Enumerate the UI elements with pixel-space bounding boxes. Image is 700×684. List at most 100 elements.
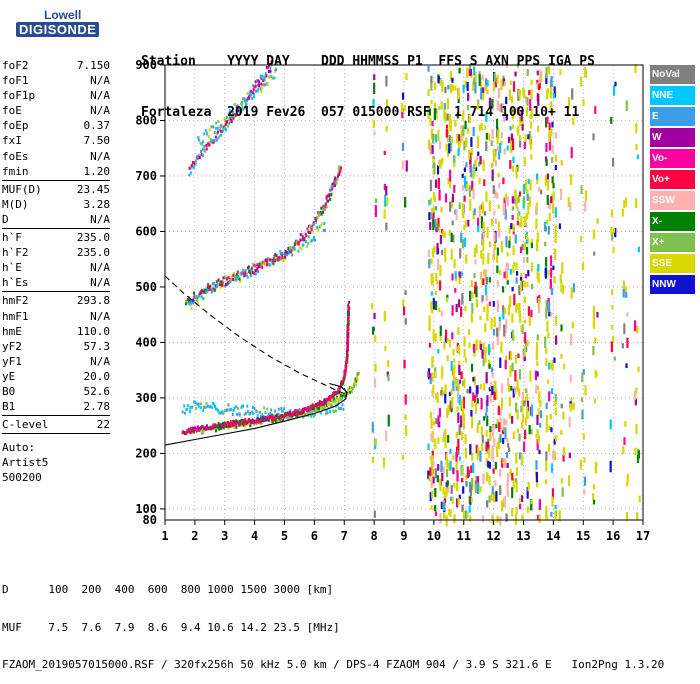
noise-mark: [445, 297, 448, 303]
param-name: C-level: [2, 418, 49, 432]
echo-point: [321, 400, 324, 404]
noise-mark: [441, 249, 444, 256]
echo-point: [354, 380, 357, 384]
echo-point: [253, 85, 256, 89]
noise-mark: [530, 262, 534, 272]
noise-mark: [461, 399, 464, 409]
echo-point: [272, 418, 275, 422]
noise-mark: [560, 281, 563, 293]
noise-mark: [464, 80, 467, 88]
noise-mark: [518, 452, 522, 460]
echo-point: [346, 337, 349, 341]
echo-point: [203, 426, 206, 430]
param-value: 235.0: [76, 246, 110, 260]
noise-mark: [545, 142, 548, 153]
echo-point: [297, 242, 300, 246]
echo-point: [308, 231, 311, 235]
noise-mark: [461, 184, 465, 191]
echo-point: [306, 412, 309, 416]
param-row: yF1 N/A: [2, 354, 110, 369]
echo-point: [234, 419, 237, 423]
noise-mark: [444, 193, 448, 203]
noise-mark: [613, 356, 616, 361]
echo-point: [214, 126, 217, 130]
noise-mark: [494, 480, 497, 487]
echo-point: [246, 422, 249, 426]
noise-mark: [570, 147, 573, 159]
noise-mark: [442, 391, 445, 396]
noise-mark: [637, 246, 640, 253]
noise-mark: [490, 382, 493, 390]
noise-mark: [495, 423, 498, 429]
noise-mark: [450, 360, 453, 372]
echo-point: [274, 69, 277, 73]
noise-mark: [610, 289, 614, 295]
noise-mark: [433, 102, 437, 113]
echo-point: [266, 407, 269, 411]
noise-mark: [548, 312, 551, 317]
noise-mark: [554, 132, 558, 139]
echo-point: [347, 304, 350, 308]
noise-mark: [516, 428, 520, 433]
noise-mark: [431, 490, 434, 499]
legend-item: X+: [650, 233, 695, 252]
echo-point: [223, 117, 226, 121]
echo-point: [276, 62, 279, 66]
noise-mark: [529, 179, 532, 191]
param-value: N/A: [90, 309, 110, 323]
noise-mark: [526, 486, 529, 499]
noise-mark: [485, 430, 488, 437]
echo-point: [277, 412, 280, 416]
noise-mark: [499, 469, 502, 478]
echo-point: [274, 419, 277, 423]
noise-mark: [454, 119, 457, 127]
noise-mark: [475, 298, 478, 308]
echo-point: [354, 383, 357, 387]
echo-point: [195, 428, 198, 432]
param-name: B1: [2, 400, 16, 414]
noise-mark: [560, 429, 563, 435]
echo-point: [330, 192, 333, 196]
echo-point: [340, 380, 343, 384]
noise-mark: [430, 373, 433, 382]
noise-mark: [439, 335, 442, 341]
noise-mark: [553, 276, 556, 284]
noise-mark: [625, 100, 628, 112]
noise-mark: [430, 100, 433, 105]
noise-mark: [525, 388, 528, 394]
noise-mark: [386, 197, 389, 206]
noise-mark: [502, 202, 506, 213]
noise-mark: [443, 431, 446, 442]
noise-mark: [437, 415, 440, 427]
echo-point: [307, 408, 310, 412]
noise-mark: [483, 306, 486, 313]
noise-mark: [476, 103, 479, 110]
echo-point: [237, 274, 240, 278]
echo-point: [190, 306, 193, 310]
noise-mark: [501, 286, 505, 293]
noise-mark: [549, 278, 552, 290]
echo-point: [231, 413, 234, 416]
noise-mark: [592, 133, 595, 141]
noise-mark: [610, 116, 613, 124]
echo-point: [232, 271, 235, 275]
noise-mark: [539, 410, 543, 419]
echo-point: [230, 407, 233, 411]
noise-mark: [486, 80, 489, 87]
noise-mark: [535, 472, 538, 483]
echo-point: [192, 298, 195, 302]
echo-point: [274, 409, 277, 413]
noise-mark: [638, 495, 641, 503]
noise-mark: [551, 176, 554, 184]
noise-mark: [625, 512, 629, 521]
echo-point: [277, 258, 280, 262]
noise-mark: [486, 415, 489, 427]
echo-point: [280, 418, 283, 422]
echo-point: [333, 397, 336, 401]
noise-mark: [432, 219, 435, 231]
echo-point: [313, 238, 316, 242]
echo-point: [193, 294, 196, 298]
echo-point: [339, 406, 342, 410]
noise-mark: [554, 401, 557, 407]
noise-mark: [465, 481, 468, 487]
